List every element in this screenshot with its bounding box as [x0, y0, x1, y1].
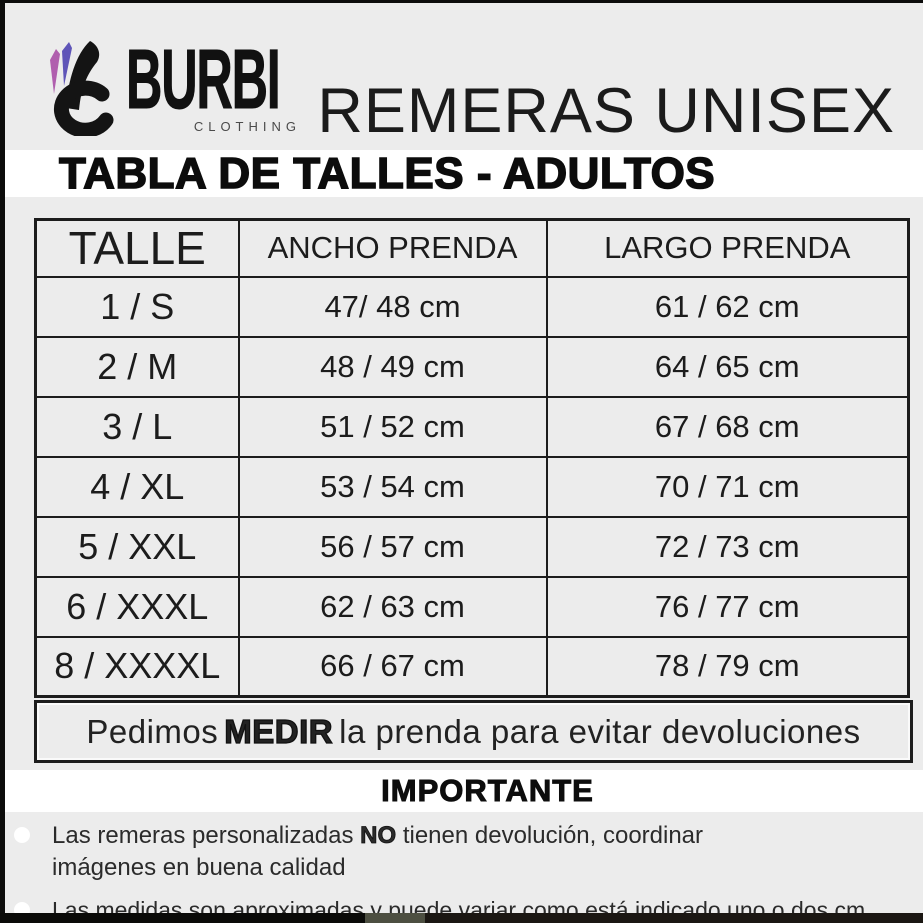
brand-wordmark: BURBI CLOTHING — [126, 32, 296, 136]
notes-list: Las remeras personalizadas NO tienen dev… — [0, 812, 923, 923]
cell-largo: 64 / 65 cm — [545, 335, 910, 398]
cell-ancho: 48 / 49 cm — [237, 335, 548, 398]
cell-talle: 4 / XL — [34, 455, 240, 518]
cell-largo: 76 / 77 cm — [545, 575, 910, 638]
cell-talle: 6 / XXXL — [34, 575, 240, 638]
table-row: 6 / XXXL 62 / 63 cm 76 / 77 cm — [34, 575, 910, 638]
list-item: Las remeras personalizadas NO tienen dev… — [0, 812, 923, 887]
cell-largo: 67 / 68 cm — [545, 395, 910, 458]
cell-talle: 5 / XXL — [34, 515, 240, 578]
cell-largo: 78 / 79 cm — [545, 635, 910, 698]
cell-talle: 1 / S — [34, 275, 240, 338]
section-band: TABLA DE TALLES - ADULTOS — [0, 150, 923, 197]
cell-talle: 3 / L — [34, 395, 240, 458]
table-header-row: TALLE ANCHO PRENDA LARGO PRENDA — [34, 218, 910, 278]
size-table: TALLE ANCHO PRENDA LARGO PRENDA 1 / S 47… — [34, 218, 910, 698]
table-row: 5 / XXL 56 / 57 cm 72 / 73 cm — [34, 515, 910, 578]
brand-name: BURBI — [126, 32, 281, 126]
table-row: 1 / S 47/ 48 cm 61 / 62 cm — [34, 275, 910, 338]
bottom-bar-segment — [0, 913, 365, 923]
col-header-talle: TALLE — [34, 218, 240, 278]
cell-ancho: 62 / 63 cm — [237, 575, 548, 638]
cell-ancho: 51 / 52 cm — [237, 395, 548, 458]
measure-note-pre: Pedimos — [86, 712, 219, 750]
table-row: 3 / L 51 / 52 cm 67 / 68 cm — [34, 395, 910, 458]
note-post: tienen devolución, coordinar imágenes en… — [52, 822, 704, 882]
cell-largo: 72 / 73 cm — [545, 515, 910, 578]
top-edge-bar — [0, 0, 923, 3]
table-row: 4 / XL 53 / 54 cm 70 / 71 cm — [34, 455, 910, 518]
brand-logo: BURBI CLOTHING — [40, 36, 296, 136]
measure-note-bold: MEDIR — [224, 712, 334, 750]
cell-ancho: 53 / 54 cm — [237, 455, 548, 518]
cell-ancho: 56 / 57 cm — [237, 515, 548, 578]
important-band: IMPORTANTE — [0, 770, 923, 812]
left-edge-bar — [0, 0, 5, 923]
bullet-icon — [14, 827, 30, 843]
col-header-largo: LARGO PRENDA — [545, 218, 910, 278]
table-row: 8 / XXXXL 66 / 67 cm 78 / 79 cm — [34, 635, 910, 698]
important-title: IMPORTANTE — [381, 773, 594, 809]
burbi-logo-icon — [50, 41, 114, 136]
table-row: 2 / M 48 / 49 cm 64 / 65 cm — [34, 335, 910, 398]
brand-subtitle: CLOTHING — [193, 119, 301, 135]
bottom-edge-bar — [0, 913, 923, 923]
bottom-bar-segment — [365, 913, 425, 923]
note-pre: Las remeras personalizadas — [52, 822, 361, 849]
note-bold: NO — [360, 822, 397, 850]
cell-largo: 61 / 62 cm — [545, 275, 910, 338]
page-title: REMERAS UNISEX — [317, 76, 895, 146]
cell-talle: 8 / XXXXL — [34, 635, 240, 698]
cell-ancho: 66 / 67 cm — [237, 635, 548, 698]
section-title: TABLA DE TALLES - ADULTOS — [58, 148, 716, 198]
cell-ancho: 47/ 48 cm — [237, 275, 548, 338]
measure-note-box: Pedimos MEDIR la prenda para evitar devo… — [34, 700, 913, 763]
note-text: Las remeras personalizadas NO tienen dev… — [52, 820, 752, 885]
measure-note-post: la prenda para evitar devoluciones — [339, 712, 861, 750]
col-header-ancho: ANCHO PRENDA — [237, 218, 548, 278]
bottom-bar-segment — [425, 913, 923, 923]
cell-talle: 2 / M — [34, 335, 240, 398]
cell-largo: 70 / 71 cm — [545, 455, 910, 518]
